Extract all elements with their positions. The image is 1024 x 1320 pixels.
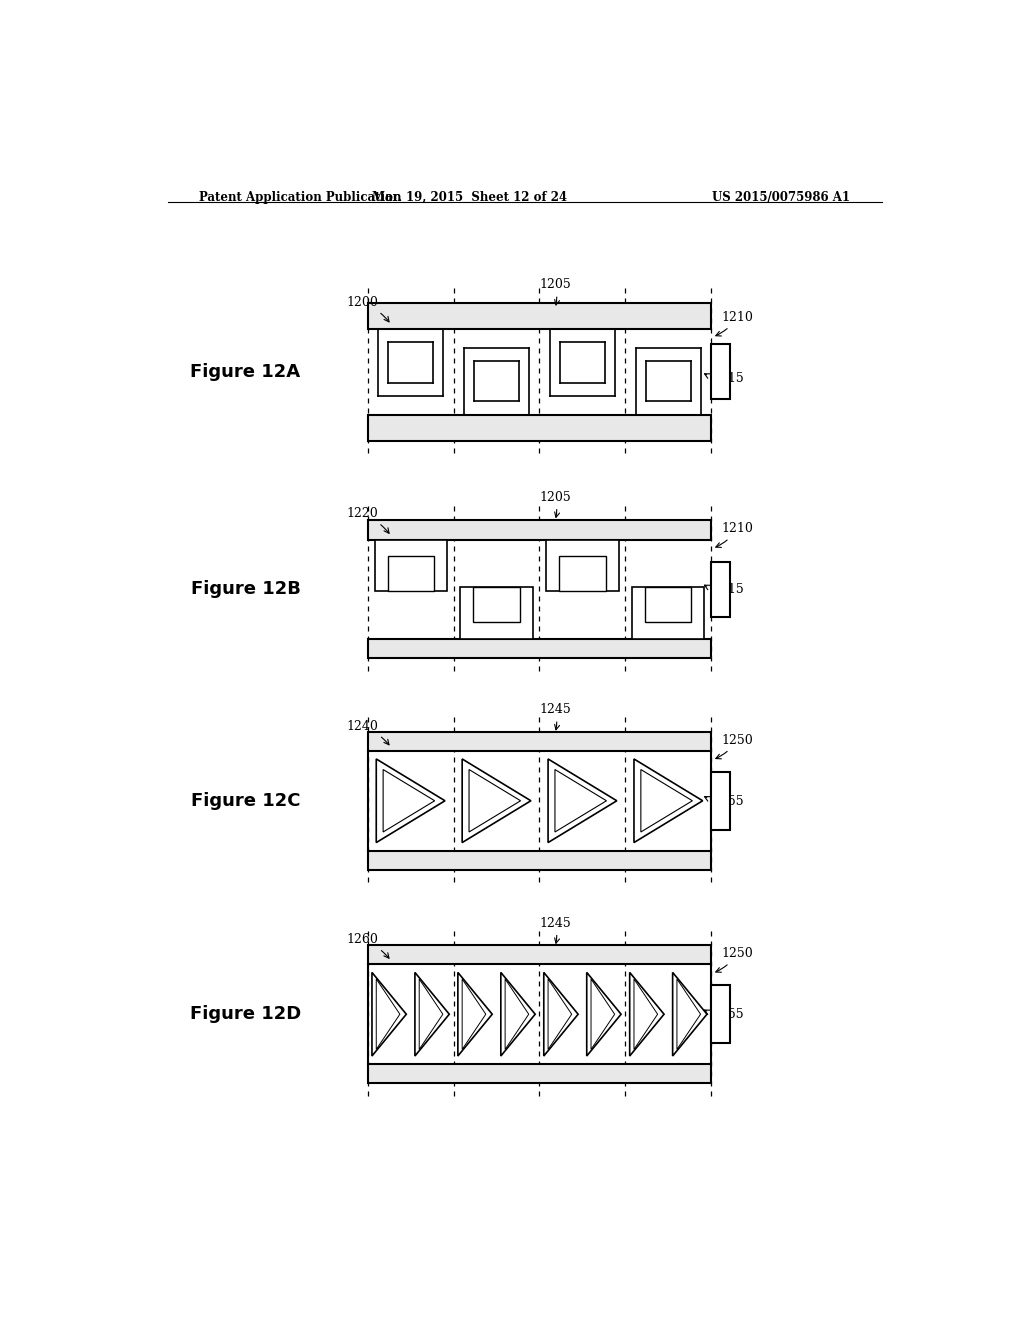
Bar bbox=[712, 562, 730, 616]
Polygon shape bbox=[634, 979, 657, 1049]
Text: Mar. 19, 2015  Sheet 12 of 24: Mar. 19, 2015 Sheet 12 of 24 bbox=[372, 191, 567, 203]
Text: Figure 12D: Figure 12D bbox=[189, 1006, 301, 1023]
Polygon shape bbox=[505, 979, 528, 1049]
Polygon shape bbox=[458, 973, 493, 1056]
Bar bbox=[368, 945, 712, 965]
Bar bbox=[368, 540, 712, 639]
Bar bbox=[368, 302, 712, 329]
Bar bbox=[559, 556, 605, 591]
Polygon shape bbox=[419, 979, 442, 1049]
Bar bbox=[712, 345, 730, 400]
Text: Patent Application Publication: Patent Application Publication bbox=[200, 191, 402, 203]
Polygon shape bbox=[587, 973, 622, 1056]
Polygon shape bbox=[376, 979, 400, 1049]
Text: 1205: 1205 bbox=[539, 491, 570, 517]
Bar bbox=[368, 639, 712, 659]
Text: 1215: 1215 bbox=[705, 583, 743, 597]
Bar bbox=[368, 414, 712, 441]
Text: 1210: 1210 bbox=[716, 523, 754, 548]
Polygon shape bbox=[548, 979, 571, 1049]
Polygon shape bbox=[548, 759, 616, 842]
Bar bbox=[368, 751, 712, 850]
Polygon shape bbox=[555, 770, 606, 832]
Text: 1255: 1255 bbox=[705, 1008, 743, 1022]
Text: 1240: 1240 bbox=[346, 719, 389, 744]
Text: 1210: 1210 bbox=[716, 312, 754, 337]
Bar bbox=[368, 731, 712, 751]
Text: 1245: 1245 bbox=[539, 917, 570, 944]
Text: 1220: 1220 bbox=[346, 507, 389, 533]
Polygon shape bbox=[376, 759, 445, 842]
Bar bbox=[473, 587, 519, 623]
Text: 1200: 1200 bbox=[346, 296, 389, 322]
Text: 1245: 1245 bbox=[539, 704, 570, 730]
Polygon shape bbox=[462, 979, 485, 1049]
Text: 1205: 1205 bbox=[539, 279, 570, 305]
Polygon shape bbox=[372, 973, 407, 1056]
Polygon shape bbox=[591, 979, 614, 1049]
Bar bbox=[461, 587, 532, 639]
Polygon shape bbox=[673, 973, 707, 1056]
Polygon shape bbox=[383, 770, 434, 832]
Bar bbox=[645, 587, 691, 623]
Text: 1260: 1260 bbox=[346, 933, 389, 958]
Bar bbox=[632, 587, 705, 639]
Polygon shape bbox=[501, 973, 536, 1056]
Bar bbox=[368, 520, 712, 540]
Bar bbox=[368, 1064, 712, 1084]
Bar bbox=[368, 850, 712, 870]
Bar bbox=[547, 540, 618, 591]
Bar bbox=[375, 540, 446, 591]
Polygon shape bbox=[630, 973, 664, 1056]
Text: 1250: 1250 bbox=[716, 948, 754, 973]
Polygon shape bbox=[677, 979, 700, 1049]
Text: Figure 12C: Figure 12C bbox=[190, 792, 300, 809]
Bar bbox=[712, 772, 730, 830]
Polygon shape bbox=[544, 973, 579, 1056]
Text: 1255: 1255 bbox=[705, 795, 743, 808]
Polygon shape bbox=[641, 770, 692, 832]
Polygon shape bbox=[462, 759, 530, 842]
Text: US 2015/0075986 A1: US 2015/0075986 A1 bbox=[712, 191, 850, 203]
Bar bbox=[387, 556, 434, 591]
Bar bbox=[368, 965, 712, 1064]
Bar bbox=[712, 985, 730, 1043]
Text: 1250: 1250 bbox=[716, 734, 754, 759]
Polygon shape bbox=[415, 973, 450, 1056]
Text: Figure 12B: Figure 12B bbox=[190, 581, 300, 598]
Bar bbox=[368, 329, 712, 414]
Text: Figure 12A: Figure 12A bbox=[190, 363, 300, 381]
Polygon shape bbox=[634, 759, 702, 842]
Polygon shape bbox=[469, 770, 520, 832]
Text: 1215: 1215 bbox=[705, 372, 743, 385]
